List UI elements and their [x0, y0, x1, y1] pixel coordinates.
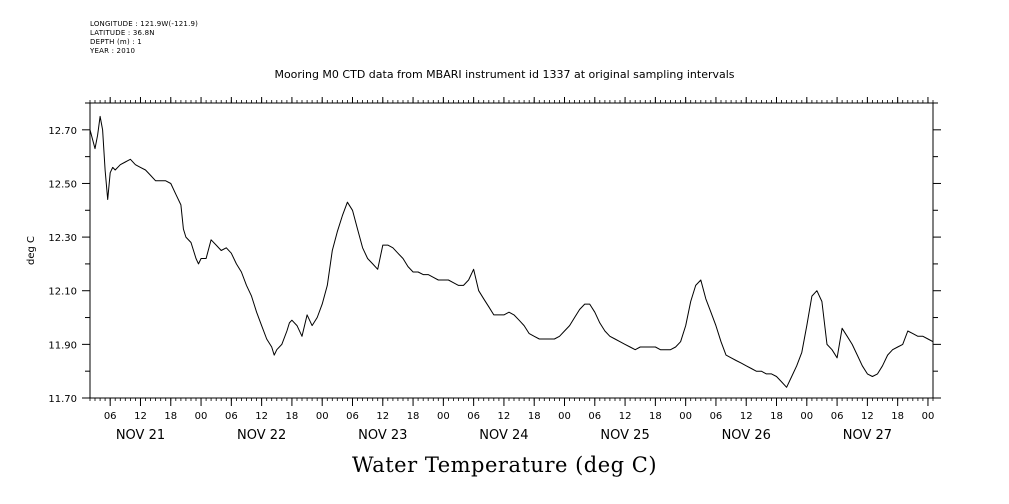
plot-frame [89, 102, 934, 399]
y-tick-label: 12.10 [48, 287, 77, 298]
x-hour-tick-label: 06 [346, 411, 359, 422]
longitude-label: LONGITUDE : 121.9W(-121.9) [90, 20, 199, 28]
metadata-block: LONGITUDE : 121.9W(-121.9) LATITUDE : 36… [90, 20, 198, 56]
x-hour-tick-label: 00 [679, 411, 692, 422]
y-axis-title: deg C [26, 236, 37, 265]
x-hour-tick-label: 12 [861, 411, 874, 422]
x-hour-tick-label: 06 [225, 411, 238, 422]
y-tick-label: 12.30 [48, 233, 77, 244]
y-tick-label: 11.90 [48, 340, 77, 351]
x-hour-tick-label: 06 [710, 411, 723, 422]
x-hour-tick-label: 00 [195, 411, 208, 422]
x-hour-tick-label: 18 [528, 411, 541, 422]
x-hour-tick-label: 06 [588, 411, 601, 422]
x-day-label: NOV 25 [600, 428, 649, 443]
x-hour-tick-label: 00 [316, 411, 329, 422]
x-day-label: NOV 24 [479, 428, 528, 443]
x-hour-tick-label: 18 [891, 411, 904, 422]
x-day-label: NOV 23 [358, 428, 407, 443]
x-day-label: NOV 22 [237, 428, 286, 443]
x-hour-tick-label: 18 [164, 411, 177, 422]
x-hour-tick-label: 18 [649, 411, 662, 422]
x-hour-tick-label: 18 [770, 411, 783, 422]
x-day-label: NOV 26 [722, 428, 771, 443]
x-axis-title: Water Temperature (deg C) [351, 453, 658, 477]
y-tick-label: 12.50 [48, 179, 77, 190]
x-day-label: NOV 27 [843, 428, 892, 443]
chart-title: Mooring M0 CTD data from MBARI instrumen… [274, 68, 735, 81]
x-hour-tick-label: 00 [800, 411, 813, 422]
x-hour-tick-label: 12 [376, 411, 389, 422]
x-minor-ticks [89, 100, 934, 401]
x-hour-tick-label: 00 [922, 411, 935, 422]
x-hour-tick-label: 12 [134, 411, 147, 422]
x-hour-tick-label: 12 [498, 411, 511, 422]
x-hour-tick-label: 00 [437, 411, 450, 422]
depth-label: DEPTH (m) : 1 [90, 38, 142, 46]
x-hour-tick-label: 18 [286, 411, 299, 422]
x-hour-tick-label: 00 [558, 411, 571, 422]
x-hour-tick-label: 06 [467, 411, 480, 422]
y-tick-label: 11.70 [48, 394, 77, 405]
temperature-series-line [89, 115, 934, 388]
x-hour-tick-label: 12 [255, 411, 268, 422]
x-hour-tick-label: 06 [831, 411, 844, 422]
x-hour-tick-label: 18 [407, 411, 420, 422]
x-day-label: NOV 21 [116, 428, 165, 443]
x-hour-tick-label: 06 [104, 411, 117, 422]
y-tick-label: 12.70 [48, 126, 77, 137]
x-hour-tick-label: 12 [740, 411, 753, 422]
year-label: YEAR : 2010 [90, 47, 136, 55]
x-hour-tick-label: 12 [619, 411, 632, 422]
latitude-label: LATITUDE : 36.8N [90, 29, 155, 37]
